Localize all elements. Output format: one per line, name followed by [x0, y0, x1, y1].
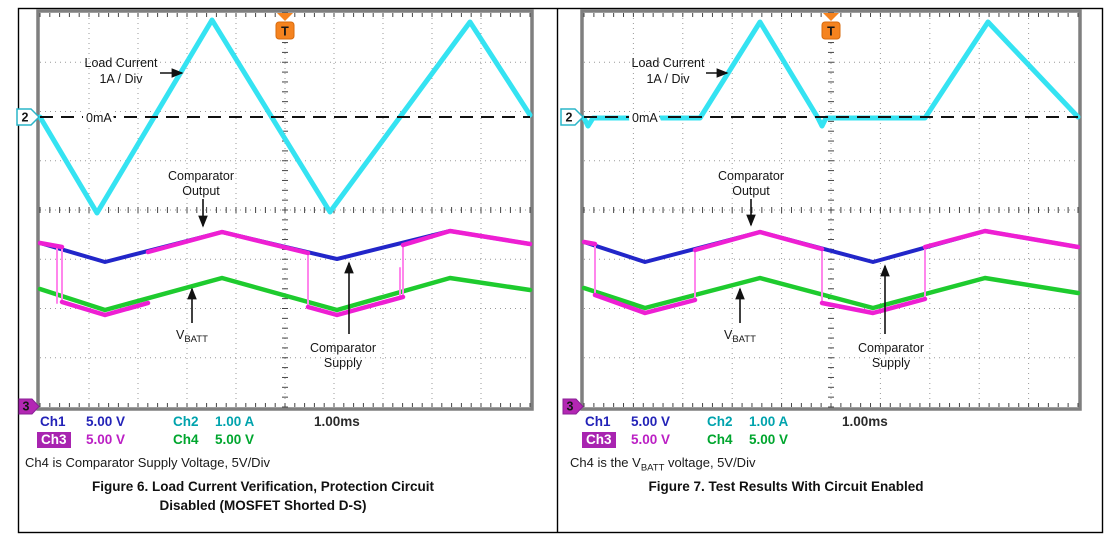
- load-current-scale-label: 1A / Div: [99, 72, 143, 86]
- figure-note: Ch4 is the VBATT voltage, 5V/Div: [570, 455, 755, 474]
- figure-caption-line1: Figure 6. Load Current Verification, Pro…: [91, 479, 435, 494]
- ch4-readout-label: Ch4: [707, 432, 733, 447]
- figure-note: Ch4 is Comparator Supply Voltage, 5V/Div: [25, 455, 270, 474]
- ch2-marker-number: 2: [566, 111, 573, 125]
- ch4-readout-label: Ch4: [173, 432, 199, 447]
- ch3-marker-number: 3: [23, 400, 30, 414]
- ch3-output-low: [819, 296, 928, 316]
- comparator-output-label: Comparator: [718, 169, 784, 183]
- ch3-marker-number: 3: [567, 400, 574, 414]
- comparator-output-label2: Output: [732, 184, 770, 198]
- figure-caption: Figure 6. Load Current Verification, Pro…: [18, 477, 508, 515]
- ch3-output-high: [581, 239, 598, 247]
- comparator-supply-label: Comparator: [858, 341, 924, 355]
- waveforms-right: [581, 19, 1081, 316]
- trigger-marker-icon: T: [821, 13, 841, 40]
- ch2-readout-label: Ch2: [173, 414, 199, 429]
- ch1-readout-value: 5.00 V: [631, 414, 671, 429]
- comparator-supply-label2: Supply: [872, 356, 911, 370]
- figure-caption-line1: Figure 7. Test Results With Circuit Enab…: [648, 479, 924, 494]
- graticule-right: [583, 12, 1079, 408]
- ch3-output-high: [400, 228, 533, 248]
- figure-table-border: [17, 7, 1104, 534]
- ch3-readout-label: Ch3: [37, 432, 71, 448]
- note-subscript: BATT: [640, 462, 665, 474]
- ch1-readout-label: Ch1: [40, 414, 66, 429]
- figure-caption: Figure 7. Test Results With Circuit Enab…: [562, 477, 1010, 496]
- ch3-output-high: [922, 228, 1081, 250]
- ch3-output-high: [692, 229, 825, 253]
- ch4-readout-value: 5.00 V: [749, 432, 789, 447]
- load-current-label: Load Current: [632, 56, 705, 70]
- ch3-readout-value: 5.00 V: [631, 432, 671, 447]
- trigger-letter: T: [827, 25, 835, 39]
- ch2-readout-label: Ch2: [707, 414, 733, 429]
- ch3-output-high: [145, 229, 311, 256]
- ch2-readout-value: 1.00 A: [749, 414, 789, 429]
- ch2-marker-number: 2: [22, 111, 29, 125]
- graticule-left: [39, 12, 531, 408]
- trigger-marker-icon: T: [275, 13, 295, 40]
- comparator-output-label2: Output: [182, 184, 220, 198]
- ch2-reference-marker: 2: [16, 108, 41, 126]
- ch3-output-low: [305, 294, 406, 318]
- comparator-output-label: Comparator: [168, 169, 234, 183]
- ch1-readout-label: Ch1: [585, 414, 611, 429]
- note-text: Ch4 is the V: [570, 455, 641, 470]
- load-current-scale-label: 1A / Div: [646, 72, 690, 86]
- ch3-reference-marker: 3: [18, 398, 40, 415]
- ch3-readout-label: Ch3: [582, 432, 616, 448]
- ch3-output-low: [592, 292, 698, 316]
- vbatt-label: VBATT: [176, 328, 208, 345]
- trigger-letter: T: [281, 25, 289, 39]
- comparator-supply-label2: Supply: [324, 356, 363, 370]
- zero-ma-label: 0mA: [86, 111, 112, 125]
- ch3-reference-marker: 3: [562, 398, 584, 415]
- ch3-output-high: [37, 240, 65, 250]
- ch4-vbatt-trace: [581, 275, 1081, 311]
- ch4-readout-value: 5.00 V: [215, 432, 255, 447]
- vbatt-label: VBATT: [724, 328, 756, 345]
- note-text: Ch4 is Comparator Supply Voltage, 5V/Div: [25, 455, 270, 470]
- timebase-readout: 1.00ms: [842, 414, 888, 429]
- timebase-readout: 1.00ms: [314, 414, 360, 429]
- ch4-vbatt-trace: [37, 275, 533, 313]
- load-current-label: Load Current: [85, 56, 158, 70]
- ch3-readout-value: 5.00 V: [86, 432, 126, 447]
- ch2-readout-value: 1.00 A: [215, 414, 255, 429]
- zero-ma-label: 0mA: [632, 111, 658, 125]
- figure-caption-line2: Disabled (MOSFET Shorted D-S): [159, 498, 367, 513]
- comparator-supply-label: Comparator: [310, 341, 376, 355]
- note-text: voltage, 5V/Div: [664, 455, 756, 470]
- ch3-output-low: [59, 299, 151, 318]
- ch1-readout-value: 5.00 V: [86, 414, 126, 429]
- ch2-reference-marker: 2: [560, 108, 585, 126]
